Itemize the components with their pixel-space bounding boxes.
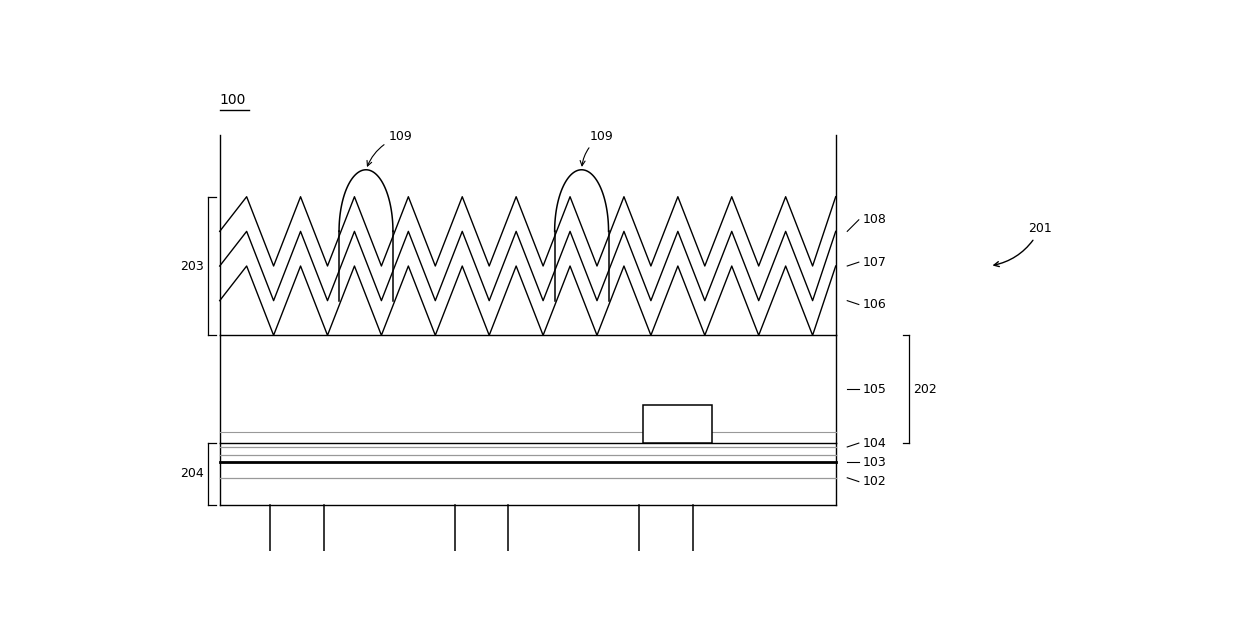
Text: 100: 100 xyxy=(219,93,246,108)
Text: 106: 106 xyxy=(863,298,887,311)
Text: 204: 204 xyxy=(181,467,205,480)
Text: 105: 105 xyxy=(863,383,887,396)
Text: 109: 109 xyxy=(367,130,413,166)
Text: 203: 203 xyxy=(181,259,205,272)
Text: 103: 103 xyxy=(863,456,887,469)
Text: 109: 109 xyxy=(580,130,613,166)
Bar xyxy=(644,405,713,443)
Text: 102: 102 xyxy=(863,475,887,488)
Text: 107: 107 xyxy=(863,256,887,269)
Text: 104: 104 xyxy=(863,436,887,449)
Text: 202: 202 xyxy=(913,383,936,396)
Text: 201: 201 xyxy=(994,222,1052,267)
Text: 108: 108 xyxy=(863,214,887,227)
